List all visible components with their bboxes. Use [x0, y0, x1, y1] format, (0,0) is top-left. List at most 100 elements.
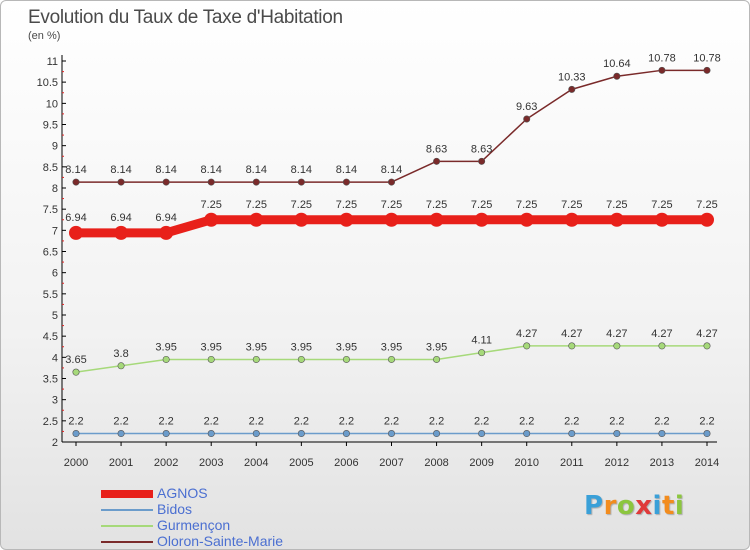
- y-tick-label: 9.5: [43, 120, 58, 132]
- y-tick-label: 4: [52, 352, 58, 364]
- legend-label-agnos: AGNOS: [157, 485, 208, 501]
- data-point-agnos: [69, 225, 83, 240]
- x-tick-label: 2003: [199, 457, 223, 469]
- data-point-agnos: [474, 212, 489, 227]
- data-point-agnos: [519, 212, 534, 227]
- y-tick-label: 8: [52, 183, 58, 195]
- data-label-bidos: 2.2: [113, 416, 128, 428]
- data-label-agnos: 7.25: [381, 199, 402, 211]
- logo-letter: P: [584, 491, 604, 521]
- data-label-bidos: 2.2: [204, 416, 219, 428]
- data-label-bidos: 2.2: [429, 416, 444, 428]
- data-label-agnos: 7.25: [696, 199, 717, 211]
- data-label-agnos: 7.25: [516, 199, 537, 211]
- data-label-gurmen-on: 3.95: [201, 341, 222, 353]
- data-label-oloron-sainte-marie: 8.14: [336, 164, 357, 176]
- x-tick-label: 2009: [469, 457, 493, 469]
- data-point-oloron-sainte-marie: [342, 178, 350, 186]
- y-tick-label: 2: [52, 437, 58, 449]
- y-tick-label: 5: [52, 310, 58, 322]
- data-point-bidos: [297, 430, 305, 438]
- data-label-oloron-sainte-marie: 9.63: [516, 101, 537, 113]
- data-point-bidos: [613, 430, 621, 438]
- data-label-agnos: 7.25: [201, 199, 222, 211]
- data-point-oloron-sainte-marie: [297, 178, 305, 186]
- data-point-oloron-sainte-marie: [252, 178, 260, 186]
- data-label-gurmen-on: 3.8: [113, 348, 128, 360]
- data-point-bidos: [478, 430, 486, 438]
- legend-item-oloron: Oloron-Sainte-Marie: [101, 533, 361, 549]
- data-point-bidos: [433, 430, 441, 438]
- data-label-gurmen-on: 3.95: [155, 341, 176, 353]
- data-point-oloron-sainte-marie: [433, 157, 441, 165]
- data-label-bidos: 2.2: [384, 416, 399, 428]
- data-point-agnos: [429, 212, 444, 227]
- data-label-gurmen-on: 4.27: [651, 328, 672, 340]
- x-tick-label: 2006: [334, 457, 358, 469]
- x-tick-label: 2011: [560, 457, 584, 469]
- data-point-oloron-sainte-marie: [162, 178, 170, 186]
- data-label-oloron-sainte-marie: 8.14: [201, 164, 222, 176]
- data-point-gurmen-on: [297, 355, 305, 363]
- data-point-gurmen-on: [72, 368, 80, 376]
- data-label-bidos: 2.2: [609, 416, 624, 428]
- data-label-agnos: 6.94: [155, 212, 176, 224]
- x-tick-label: 2012: [605, 457, 629, 469]
- data-point-bidos: [162, 430, 170, 438]
- x-tick-label: 2001: [109, 457, 133, 469]
- data-point-agnos: [564, 212, 579, 227]
- logo-letter: i: [674, 491, 685, 521]
- data-point-gurmen-on: [207, 355, 215, 363]
- data-point-agnos: [384, 212, 399, 227]
- data-label-bidos: 2.2: [519, 416, 534, 428]
- chart-subtitle: (en %): [28, 30, 61, 42]
- legend-label-oloron: Oloron-Sainte-Marie: [157, 533, 284, 549]
- data-point-gurmen-on: [117, 362, 125, 370]
- legend-swatch-agnos: [101, 490, 153, 498]
- data-label-agnos: 7.25: [561, 199, 582, 211]
- y-tick-label: 10.5: [37, 77, 58, 89]
- proxiti-logo: Proxiti: [584, 491, 684, 521]
- x-tick-label: 2000: [64, 457, 88, 469]
- data-point-oloron-sainte-marie: [658, 66, 666, 74]
- data-point-oloron-sainte-marie: [568, 85, 576, 93]
- data-label-oloron-sainte-marie: 10.78: [693, 52, 721, 64]
- data-point-agnos: [654, 212, 669, 227]
- data-point-bidos: [387, 430, 395, 438]
- data-label-gurmen-on: 3.95: [291, 341, 312, 353]
- data-label-bidos: 2.2: [249, 416, 264, 428]
- data-label-gurmen-on: 3.95: [426, 341, 447, 353]
- data-point-gurmen-on: [613, 342, 621, 350]
- y-tick-label: 8.5: [43, 162, 58, 174]
- data-label-oloron-sainte-marie: 8.14: [246, 164, 267, 176]
- data-label-bidos: 2.2: [339, 416, 354, 428]
- data-point-agnos: [609, 212, 624, 227]
- data-label-gurmen-on: 4.11: [471, 335, 492, 347]
- data-point-gurmen-on: [658, 342, 666, 350]
- data-point-bidos: [342, 430, 350, 438]
- data-label-agnos: 7.25: [606, 199, 627, 211]
- x-tick-label: 2004: [244, 457, 268, 469]
- y-tick-label: 11: [47, 56, 58, 68]
- data-point-oloron-sainte-marie: [72, 178, 80, 186]
- data-label-oloron-sainte-marie: 8.14: [65, 164, 86, 176]
- data-label-agnos: 7.25: [336, 199, 357, 211]
- x-tick-label: 2008: [424, 457, 448, 469]
- data-label-gurmen-on: 3.95: [246, 341, 267, 353]
- data-label-agnos: 7.25: [471, 199, 492, 211]
- data-label-gurmen-on: 4.27: [561, 328, 582, 340]
- data-point-gurmen-on: [387, 355, 395, 363]
- y-tick-label: 4.5: [43, 331, 58, 343]
- logo-letter: i: [652, 491, 662, 521]
- data-point-gurmen-on: [703, 342, 711, 350]
- data-label-bidos: 2.2: [294, 416, 309, 428]
- data-point-oloron-sainte-marie: [613, 72, 621, 80]
- data-point-gurmen-on: [342, 355, 350, 363]
- legend: AGNOS Bidos Gurmençon Oloron-Sainte-Mari…: [101, 485, 361, 549]
- data-label-agnos: 7.25: [246, 199, 267, 211]
- data-point-bidos: [117, 430, 125, 438]
- legend-item-agnos: AGNOS: [101, 485, 361, 502]
- data-point-agnos: [294, 212, 309, 227]
